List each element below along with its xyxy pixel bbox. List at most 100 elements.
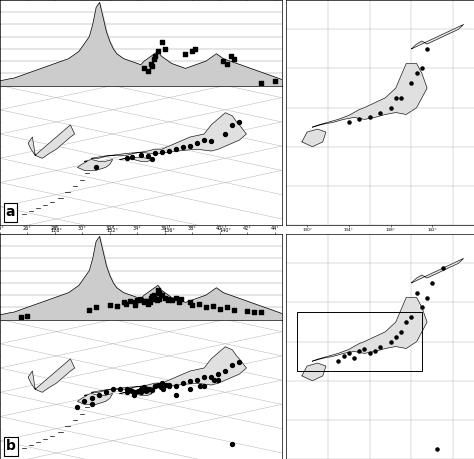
Point	[137, 386, 145, 393]
Point	[24, 312, 31, 319]
Point	[102, 389, 109, 396]
Point	[95, 392, 102, 399]
Polygon shape	[411, 258, 464, 283]
Point	[73, 404, 81, 411]
Point	[143, 297, 151, 305]
Point	[392, 94, 400, 101]
Point	[164, 295, 172, 302]
Point	[134, 297, 141, 304]
Point	[154, 286, 162, 294]
Polygon shape	[411, 24, 464, 49]
Point	[208, 374, 215, 381]
Point	[131, 301, 138, 308]
Point	[153, 297, 160, 304]
Point	[158, 291, 166, 299]
Point	[236, 358, 243, 366]
Point	[158, 380, 166, 387]
Point	[356, 348, 363, 355]
Point	[208, 138, 215, 145]
Point	[361, 346, 368, 353]
Point	[127, 297, 134, 305]
Point	[195, 300, 203, 307]
Point	[202, 303, 210, 311]
Polygon shape	[302, 129, 326, 147]
Point	[439, 264, 447, 272]
Point	[356, 116, 363, 123]
Point	[154, 48, 162, 55]
Point	[150, 55, 158, 62]
Point	[350, 354, 358, 362]
Point	[201, 136, 208, 144]
Point	[428, 279, 436, 286]
Point	[345, 350, 353, 357]
Point	[236, 118, 243, 126]
Point	[144, 153, 152, 160]
Bar	[297, 312, 422, 371]
Point	[162, 381, 170, 389]
Point	[137, 389, 145, 396]
Point	[182, 50, 189, 57]
Point	[201, 374, 208, 381]
Point	[142, 297, 149, 305]
Point	[214, 376, 222, 384]
Point	[168, 297, 175, 304]
Point	[376, 343, 384, 350]
Point	[137, 295, 144, 302]
Polygon shape	[77, 393, 113, 404]
Point	[143, 387, 150, 395]
Point	[81, 397, 88, 405]
Point	[210, 376, 218, 384]
Point	[147, 60, 155, 67]
Point	[397, 94, 405, 101]
Point	[158, 38, 166, 45]
Point	[151, 52, 159, 60]
Text: b: b	[6, 439, 16, 453]
Point	[109, 386, 117, 393]
Point	[366, 350, 374, 357]
Point	[227, 52, 235, 60]
Point	[221, 367, 229, 375]
Point	[376, 109, 384, 116]
Polygon shape	[28, 359, 74, 392]
Point	[172, 382, 180, 390]
Point	[165, 382, 173, 390]
Point	[402, 319, 410, 326]
Point	[123, 389, 130, 396]
Point	[165, 381, 173, 389]
Point	[145, 67, 152, 74]
Point	[92, 303, 100, 311]
Point	[418, 65, 426, 72]
Point	[148, 387, 156, 394]
Point	[189, 301, 196, 308]
Point	[191, 45, 199, 52]
Polygon shape	[119, 157, 152, 161]
Point	[209, 302, 217, 310]
Point	[151, 295, 159, 302]
Point	[161, 294, 169, 301]
Point	[150, 294, 158, 301]
Point	[123, 155, 130, 162]
Point	[128, 387, 136, 395]
Point	[434, 446, 441, 453]
Point	[140, 299, 148, 306]
Polygon shape	[28, 125, 74, 158]
Point	[155, 289, 163, 297]
Point	[134, 387, 142, 395]
Point	[345, 118, 353, 126]
Point	[151, 382, 159, 390]
Point	[137, 151, 145, 159]
Point	[144, 386, 152, 393]
Point	[17, 313, 24, 321]
Point	[257, 308, 265, 316]
Point	[193, 140, 201, 147]
Point	[186, 378, 194, 385]
Point	[214, 370, 222, 378]
Point	[178, 295, 185, 302]
Point	[335, 358, 342, 365]
Point	[244, 307, 251, 314]
Point	[186, 386, 194, 393]
Polygon shape	[312, 64, 427, 127]
Point	[116, 386, 123, 393]
Point	[221, 130, 229, 138]
Point	[223, 60, 230, 67]
